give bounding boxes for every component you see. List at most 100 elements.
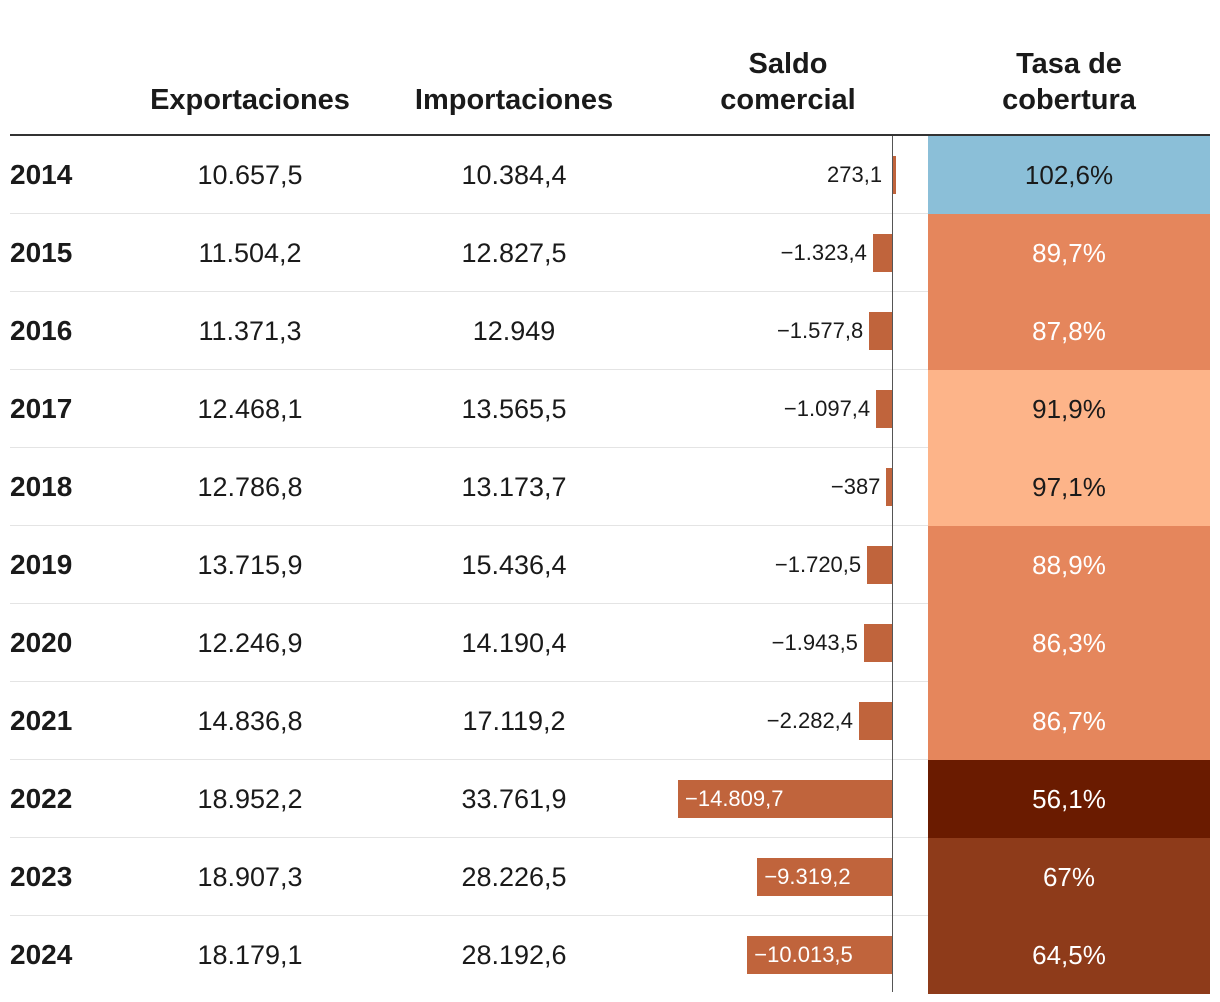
row-importaciones: 12.949 (472, 316, 556, 346)
header-exportaciones-label: Exportaciones (150, 84, 350, 116)
tasa-cell: 87,8% (928, 292, 1210, 370)
saldo-bar (869, 312, 892, 350)
saldo-label: −14.809,7 (685, 786, 784, 811)
row-year: 2022 (10, 783, 73, 814)
header-exportaciones: Exportaciones (130, 82, 370, 118)
header-saldo-line2: comercial (720, 84, 856, 116)
saldo-bar (876, 390, 892, 428)
saldo-label: −1.323,4 (780, 240, 867, 265)
saldo-bar (867, 546, 892, 584)
row-year: 2024 (10, 939, 73, 970)
saldo-bar (678, 780, 892, 818)
row-year: 2015 (10, 237, 73, 268)
row-year: 2020 (10, 627, 73, 658)
header-importaciones: Importaciones (394, 82, 634, 118)
row-importaciones: 15.436,4 (461, 550, 567, 580)
row-exportaciones: 18.907,3 (197, 862, 303, 892)
header-tasa-line1: Tasa de (1016, 48, 1122, 80)
row-exportaciones: 18.952,2 (197, 784, 303, 814)
tasa-cell: 86,3% (928, 604, 1210, 682)
tasa-cell: 86,7% (928, 682, 1210, 760)
table-row: 2015 11.504,2 12.827,5 −1.323,4 89,7% (0, 214, 1220, 292)
row-exportaciones: 12.786,8 (197, 472, 303, 502)
row-year: 2021 (10, 705, 73, 736)
saldo-bar (757, 858, 892, 896)
saldo-label: −2.282,4 (766, 708, 854, 733)
row-divider (10, 759, 928, 760)
row-divider (10, 603, 928, 604)
saldo-bar (859, 702, 892, 740)
header-importaciones-label: Importaciones (414, 84, 614, 116)
table-row: 2014 10.657,5 10.384,4 273,1 102,6% (0, 136, 1220, 214)
header-saldo-comercial: Saldo comercial (688, 46, 888, 118)
row-year: 2019 (10, 549, 73, 580)
tasa-cell: 88,9% (928, 526, 1210, 604)
table-row: 2022 18.952,2 33.761,9 −14.809,7 56,1% (0, 760, 1220, 838)
tasa-cell: 67% (928, 838, 1210, 916)
table-row: 2017 12.468,1 13.565,5 −1.097,4 91,9% (0, 370, 1220, 448)
row-divider (10, 915, 928, 916)
saldo-bar (892, 156, 896, 194)
row-importaciones: 33.761,9 (461, 784, 567, 814)
saldo-bar (872, 234, 892, 272)
row-divider (10, 369, 928, 370)
header-saldo-line1: Saldo (748, 48, 828, 80)
table-row: 2024 18.179,1 28.192,6 −10.013,5 64,5% (0, 916, 1220, 994)
row-exportaciones: 14.836,8 (197, 706, 303, 736)
row-exportaciones: 10.657,5 (197, 160, 303, 190)
table-row: 2023 18.907,3 28.226,5 −9.319,2 67% (0, 838, 1220, 916)
table-row: 2018 12.786,8 13.173,7 −387 97,1% (0, 448, 1220, 526)
saldo-bar (747, 936, 892, 974)
saldo-label: −9.319,2 (764, 864, 851, 889)
row-year: 2017 (10, 393, 73, 424)
saldo-label: 273,1 (827, 162, 883, 187)
row-divider (10, 525, 928, 526)
row-year: 2018 (10, 471, 73, 502)
tasa-cell: 64,5% (928, 916, 1210, 994)
row-exportaciones: 11.371,3 (198, 316, 302, 346)
row-divider (10, 681, 928, 682)
row-exportaciones: 12.468,1 (197, 394, 303, 424)
table-row: 2020 12.246,9 14.190,4 −1.943,5 86,3% (0, 604, 1220, 682)
tasa-cell: 89,7% (928, 214, 1210, 292)
saldo-bar (863, 624, 892, 662)
tasa-cell: 91,9% (928, 370, 1210, 448)
row-divider (10, 291, 928, 292)
row-year: 2014 (10, 159, 73, 190)
tasa-cell: 56,1% (928, 760, 1210, 838)
header-tasa-cobertura: Tasa de cobertura (928, 46, 1210, 118)
row-divider (10, 447, 928, 448)
row-importaciones: 28.192,6 (461, 940, 567, 970)
row-exportaciones: 11.504,2 (198, 238, 302, 268)
saldo-label: −387 (830, 474, 881, 499)
row-exportaciones: 12.246,9 (197, 628, 303, 658)
table-row: 2021 14.836,8 17.119,2 −2.282,4 86,7% (0, 682, 1220, 760)
row-divider (10, 213, 928, 214)
row-divider (10, 837, 928, 838)
row-exportaciones: 13.715,9 (197, 550, 303, 580)
row-importaciones: 14.190,4 (461, 628, 567, 658)
saldo-bar (886, 468, 892, 506)
row-importaciones: 28.226,5 (461, 862, 567, 892)
saldo-label: −1.577,8 (776, 318, 864, 343)
row-exportaciones: 18.179,1 (197, 940, 303, 970)
row-importaciones: 13.173,7 (461, 472, 567, 502)
header-rule (10, 134, 1210, 136)
row-year: 2023 (10, 861, 73, 892)
table-row: 2016 11.371,3 12.949 −1.577,8 87,8% (0, 292, 1220, 370)
header-tasa-line2: cobertura (1002, 84, 1136, 116)
saldo-zero-axis (892, 136, 893, 992)
saldo-label: −1.097,4 (783, 396, 871, 421)
tasa-cell: 102,6% (928, 136, 1210, 214)
saldo-label: −1.720,5 (774, 552, 862, 577)
row-importaciones: 10.384,4 (461, 160, 567, 190)
row-importaciones: 13.565,5 (461, 394, 567, 424)
saldo-label: −1.943,5 (771, 630, 858, 655)
row-importaciones: 12.827,5 (461, 238, 567, 268)
table-row: 2019 13.715,9 15.436,4 −1.720,5 88,9% (0, 526, 1220, 604)
saldo-label: −10.013,5 (754, 942, 853, 967)
tasa-cell: 97,1% (928, 448, 1210, 526)
row-importaciones: 17.119,2 (462, 706, 566, 736)
row-year: 2016 (10, 315, 73, 346)
